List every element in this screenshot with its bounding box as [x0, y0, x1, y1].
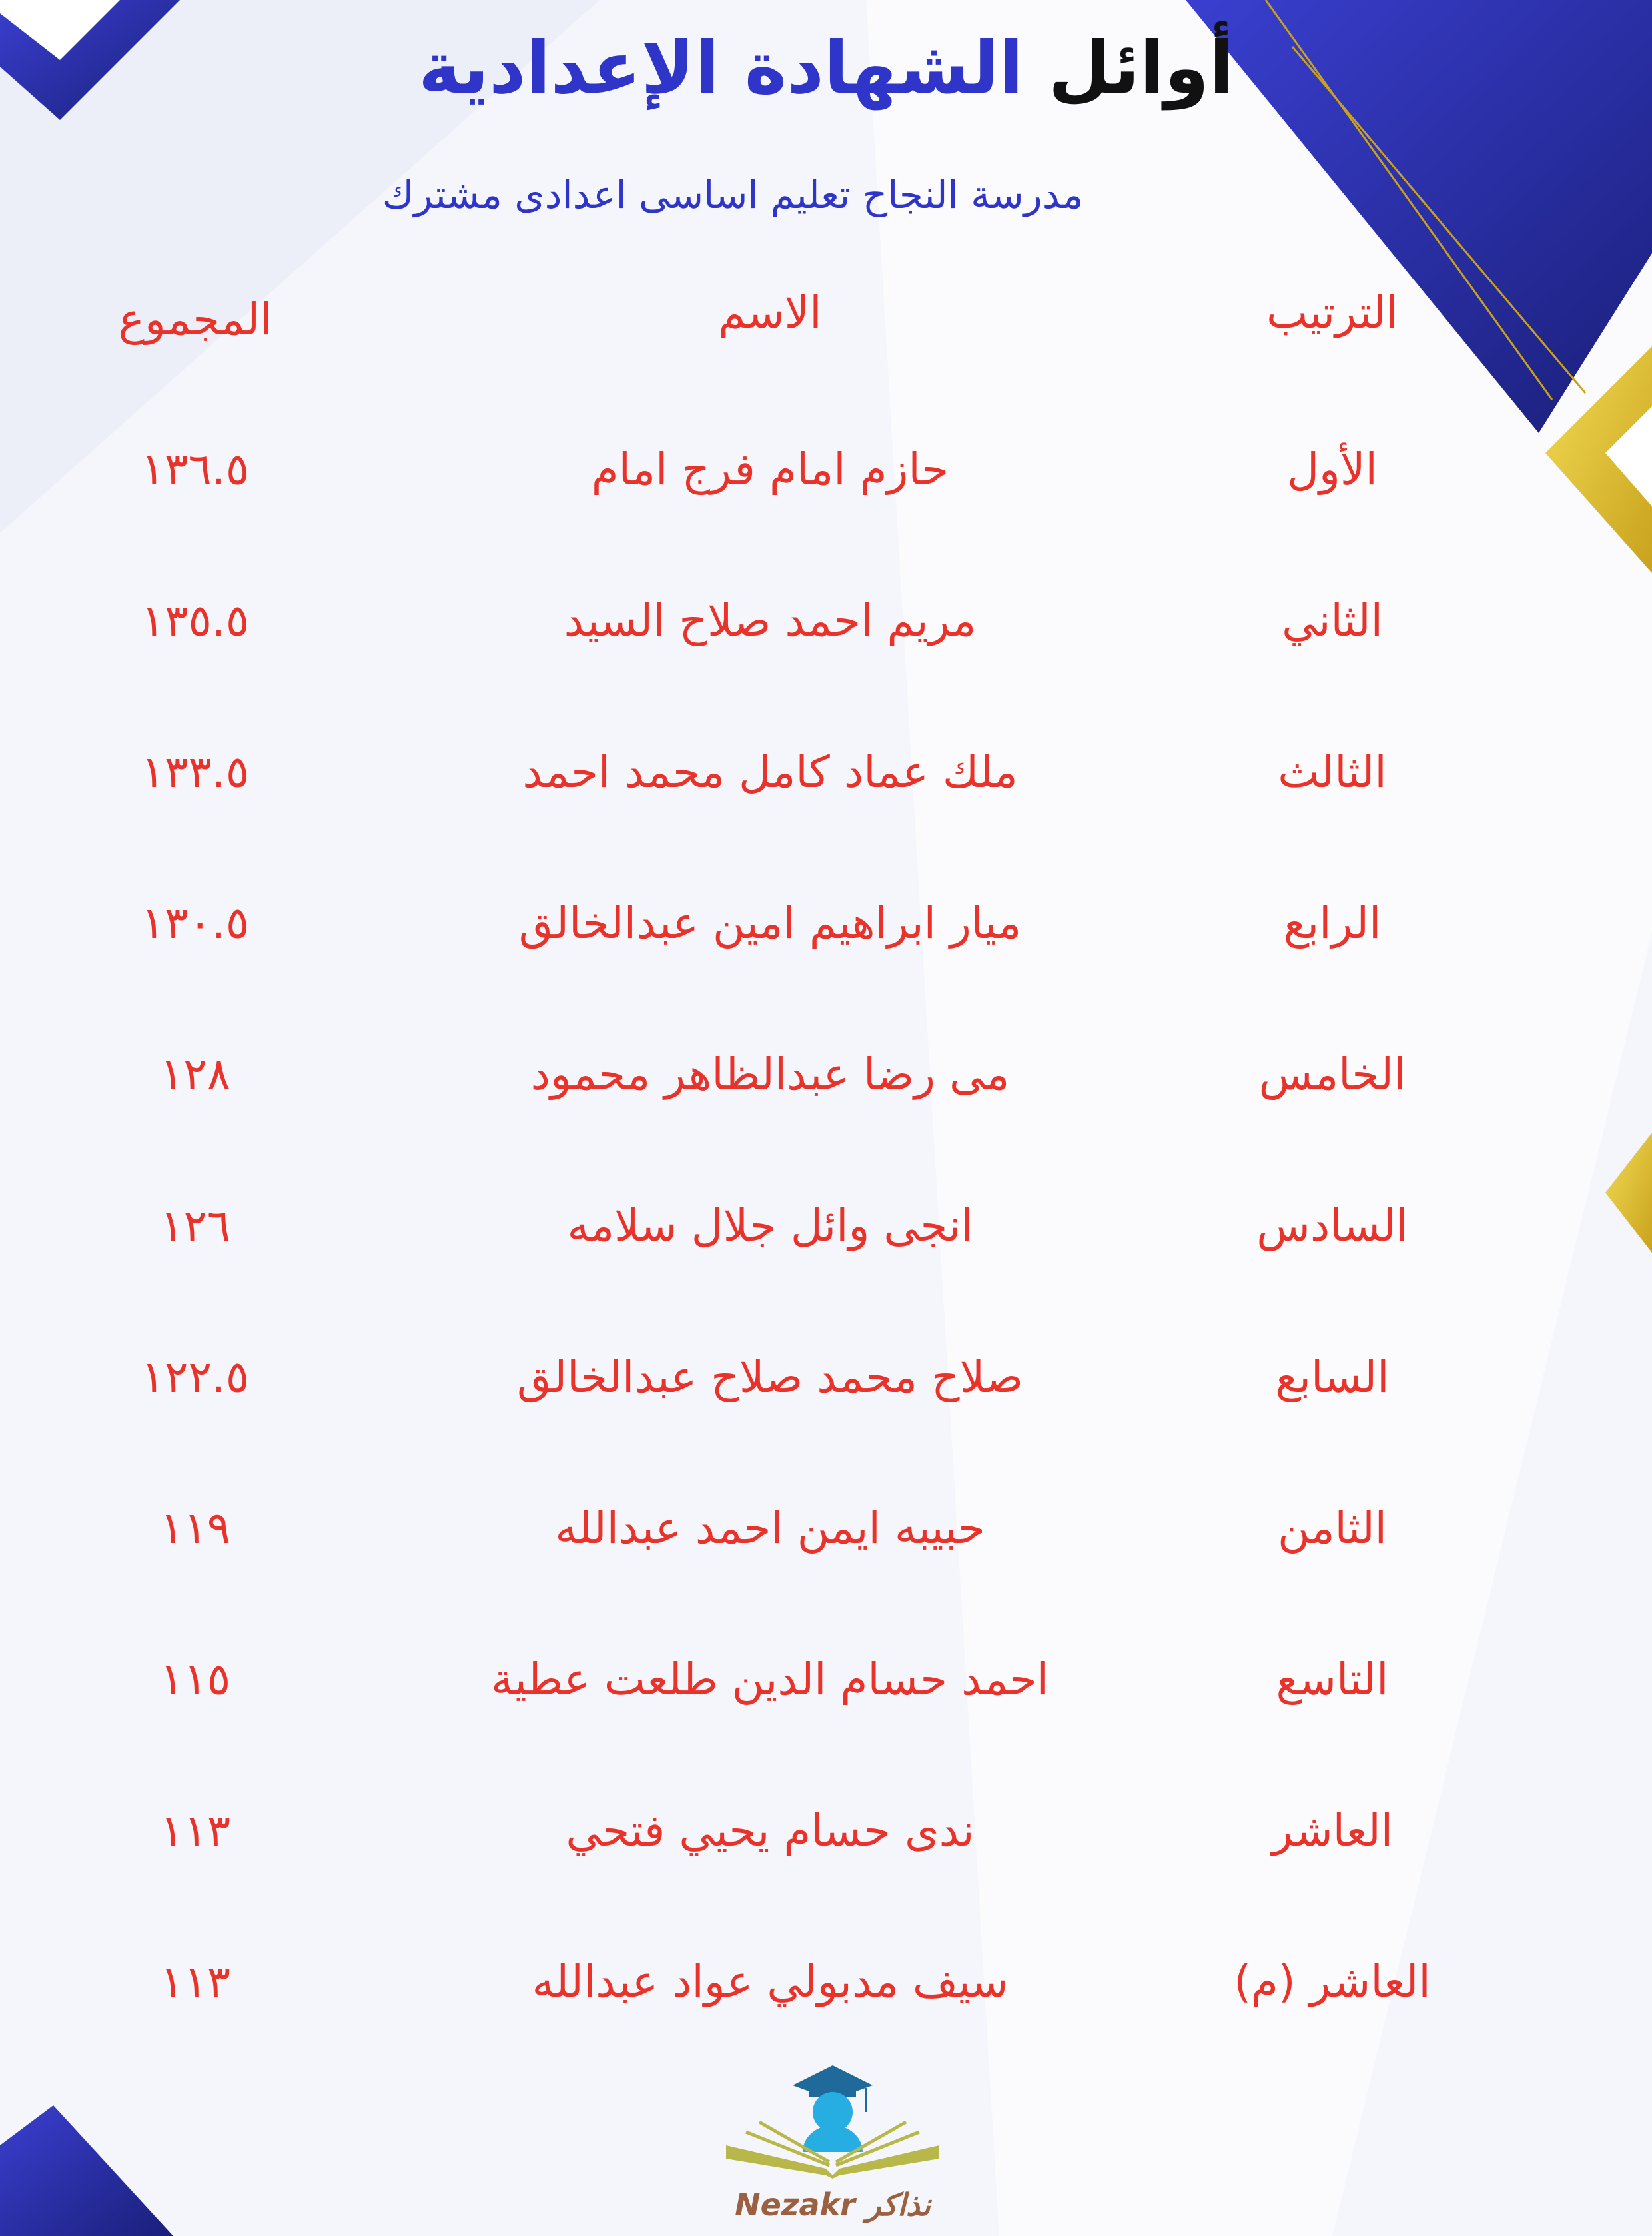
student-name-cell: حبيبه ايمن احمد عبدالله — [555, 1502, 985, 1554]
rank-cell: الثاني — [1282, 595, 1383, 646]
column-header-total: المجموع — [118, 294, 272, 345]
total-cell: ١٣٦.٥ — [141, 444, 250, 495]
page-title: أوائل الشهادة الإعدادية — [0, 27, 1652, 110]
student-name-cell: انجى وائل جلال سلامه — [567, 1200, 973, 1251]
nezakr-logo: Nezakr نذاكر — [726, 2065, 939, 2223]
total-cell: ١٢٦ — [159, 1200, 231, 1251]
total-cell: ١٢٨ — [159, 1049, 231, 1100]
rank-cell: العاشر — [1271, 1805, 1394, 1856]
total-cell: ١١٥ — [159, 1654, 231, 1705]
student-name-cell: حازم امام فرج امام — [591, 444, 949, 495]
title-part-1: أوائل — [1048, 27, 1234, 110]
total-cell: ١١٣ — [159, 1805, 231, 1856]
rank-cell: الثالث — [1278, 746, 1387, 798]
student-name-cell: ميار ابراهيم امين عبدالخالق — [518, 897, 1022, 949]
rank-cell: الثامن — [1277, 1502, 1388, 1554]
total-cell: ١٣٠.٥ — [141, 897, 250, 949]
student-name-cell: مى رضا عبدالظاهر محمود — [530, 1049, 1010, 1100]
rank-cell: الخامس — [1258, 1049, 1406, 1100]
student-name-cell: ندى حسام يحيي فتحي — [566, 1805, 975, 1856]
total-cell: ١٣٣.٥ — [141, 746, 250, 798]
title-part-2: الشهادة الإعدادية — [418, 27, 1024, 110]
rank-cell: الأول — [1287, 444, 1378, 495]
rank-cell: السادس — [1256, 1200, 1408, 1251]
student-name-cell: مريم احمد صلاح السيد — [564, 595, 977, 646]
column-header-rank: الترتيب — [1266, 287, 1398, 338]
total-cell: ١٣٥.٥ — [141, 595, 250, 646]
rank-cell: العاشر (م) — [1234, 1956, 1431, 2007]
student-name-cell: ملك عماد كامل محمد احمد — [522, 746, 1018, 798]
student-name-cell: صلاح محمد صلاح عبدالخالق — [517, 1351, 1023, 1402]
rank-cell: الرابع — [1283, 897, 1382, 949]
school-name: مدرسة النجاح تعليم اساسى اعدادى مشترك — [382, 172, 1084, 217]
student-name-cell: سيف مدبولي عواد عبدالله — [532, 1956, 1009, 2007]
total-cell: ١١٩ — [159, 1502, 231, 1554]
column-header-name: الاسم — [718, 287, 822, 338]
total-cell: ١٢٢.٥ — [141, 1351, 250, 1402]
rank-cell: التاسع — [1276, 1654, 1389, 1705]
total-cell: ١١٣ — [159, 1956, 231, 2007]
rank-cell: السابع — [1275, 1351, 1390, 1402]
svg-text:Nezakr نذاكر: Nezakr نذاكر — [735, 2187, 932, 2223]
student-name-cell: احمد حسام الدين طلعت عطية — [490, 1654, 1050, 1705]
